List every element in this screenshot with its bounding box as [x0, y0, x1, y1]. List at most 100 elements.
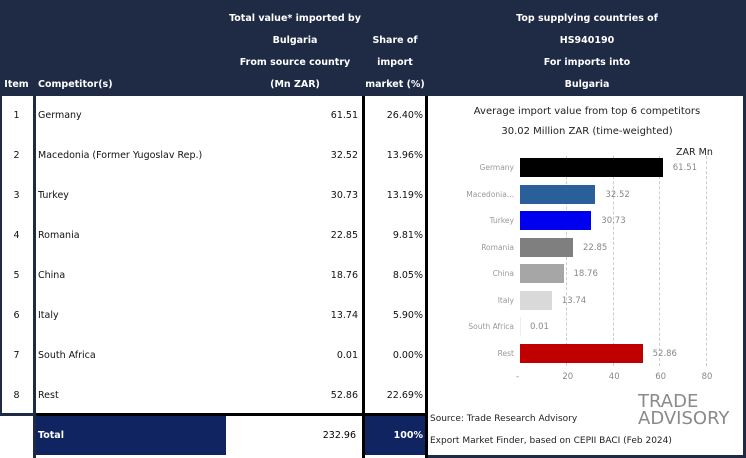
source-line: Export Market Finder, based on CEPII BAC…	[430, 436, 672, 446]
row-divider	[36, 413, 426, 416]
bar	[520, 317, 521, 336]
total-label: Total	[36, 416, 226, 455]
cell-item: 4	[13, 230, 20, 241]
cell-item: 3	[13, 190, 20, 201]
header-value: Total value* imported by Bulgaria From s…	[228, 8, 362, 96]
value-label: 22.85	[583, 242, 608, 253]
table-row: 4 Romania 22.85 9.81%	[0, 216, 425, 256]
source-line: Source: Trade Research Advisory	[430, 414, 578, 424]
total-share: 100%	[365, 416, 425, 455]
bar	[520, 211, 592, 230]
cell-share: 13.96%	[386, 150, 423, 161]
gridline	[612, 156, 614, 366]
header-chart-line: Bulgaria	[564, 79, 610, 90]
cell-share: 13.19%	[386, 190, 423, 201]
cell-name: Macedonia (Former Yugoslav Rep.)	[38, 150, 203, 161]
cell-name: China	[38, 270, 66, 281]
total-value: 232.96	[322, 430, 356, 441]
column-divider	[362, 96, 365, 458]
cell-item: 5	[13, 270, 20, 281]
cell-value: 32.52	[330, 150, 358, 161]
value-label: 52.86	[652, 348, 677, 359]
value-label: 30.73	[601, 216, 626, 226]
cell-item: 2	[13, 150, 20, 161]
cell-item: 1	[13, 110, 20, 121]
cell-share: 9.81%	[392, 230, 423, 241]
header-value-line: Total value* imported by	[229, 13, 361, 24]
x-tick-label: 60	[655, 372, 667, 382]
category-label: Macedonia...	[466, 189, 514, 199]
bar-chart: Average import value from top 6 competit…	[428, 96, 746, 458]
table-row: 3 Turkey 30.73 13.19%	[0, 176, 425, 216]
header-share-line: Share of	[372, 35, 418, 46]
column-divider	[425, 96, 428, 458]
header-competitor: Competitor(s)	[38, 79, 113, 90]
cell-item: 7	[13, 350, 20, 361]
header-chart-line: Top supplying countries of	[516, 13, 658, 24]
logo-line: TRADE	[638, 391, 699, 412]
cell-share: 0.00%	[392, 350, 423, 361]
cell-item: 6	[13, 310, 20, 321]
cell-share: 5.90%	[392, 310, 423, 321]
header-share-line: import	[377, 57, 413, 68]
cell-share: 8.05%	[392, 270, 423, 281]
x-tick-label: 20	[562, 372, 574, 382]
header-value-line: (Mn ZAR)	[270, 79, 320, 90]
x-tick-label: -	[516, 372, 520, 382]
chart-subtitle: 30.02 Million ZAR (time-weighted)	[501, 126, 673, 137]
value-label: 32.52	[605, 189, 630, 200]
cell-name: South Africa	[38, 350, 96, 361]
value-label: 61.51	[672, 163, 698, 173]
cell-value: 18.76	[330, 270, 358, 281]
x-tick-label: 40	[608, 372, 620, 382]
cell-share: 26.40%	[386, 110, 423, 121]
table-row: 5 China 18.76 8.05%	[0, 256, 425, 296]
category-label: Turkey	[489, 216, 514, 225]
header-share: Share of import market (%)	[362, 30, 428, 96]
category-label: South Africa	[468, 322, 514, 331]
header-chart-line: HS940190	[559, 35, 615, 46]
cell-item: 8	[13, 390, 20, 401]
x-tick-label: 80	[701, 372, 713, 382]
table-row: 8 Rest 52.86 22.69%	[0, 376, 425, 416]
cell-value: 61.51	[330, 110, 358, 121]
header-value-line: From source country	[239, 57, 351, 68]
header-chart-line: For imports into	[543, 57, 631, 68]
cell-name: Italy	[38, 310, 59, 321]
frame-line	[0, 96, 2, 416]
cell-share: 22.69%	[386, 390, 423, 401]
gridline	[659, 156, 661, 366]
frame-line	[743, 96, 746, 458]
cell-name: Romania	[38, 230, 80, 241]
bar	[520, 290, 552, 310]
logo-line: ADVISORY	[638, 408, 730, 429]
trade-advisory-logo: TRADE ADVISORY	[638, 391, 730, 429]
cell-name: Germany	[38, 110, 82, 121]
frame-line	[428, 455, 746, 458]
table-row: 2 Macedonia (Former Yugoslav Rep.) 32.52 13…	[0, 136, 425, 176]
cell-value: 22.85	[330, 230, 358, 241]
header-value-line: Bulgaria	[272, 35, 318, 46]
cell-name: Rest	[38, 390, 59, 401]
table-row: 6 Italy 13.74 5.90%	[0, 296, 425, 336]
frame-line	[33, 96, 36, 458]
value-label: 13.74	[561, 295, 587, 306]
bar	[520, 158, 663, 177]
chart-title: Average import value from top 6 competit…	[473, 106, 701, 117]
value-label: 0.01	[530, 322, 549, 332]
frame-line	[0, 413, 36, 416]
header-chart: Top supplying countries of HS940190 For …	[428, 8, 746, 96]
cell-name: Turkey	[38, 190, 69, 201]
category-label: China	[492, 269, 514, 278]
unit-label: ZAR Mn	[676, 147, 713, 158]
bar	[520, 343, 643, 363]
bar	[520, 184, 596, 204]
cell-value: 0.01	[336, 350, 358, 361]
table-header: Item Competitor(s) Total value* imported…	[0, 0, 746, 96]
header-item: Item	[4, 79, 29, 90]
category-label: Romania	[481, 242, 514, 252]
header-share-line: market (%)	[365, 79, 425, 90]
category-label: Rest	[497, 348, 514, 358]
cell-value: 30.73	[330, 190, 358, 201]
bar	[520, 264, 564, 283]
